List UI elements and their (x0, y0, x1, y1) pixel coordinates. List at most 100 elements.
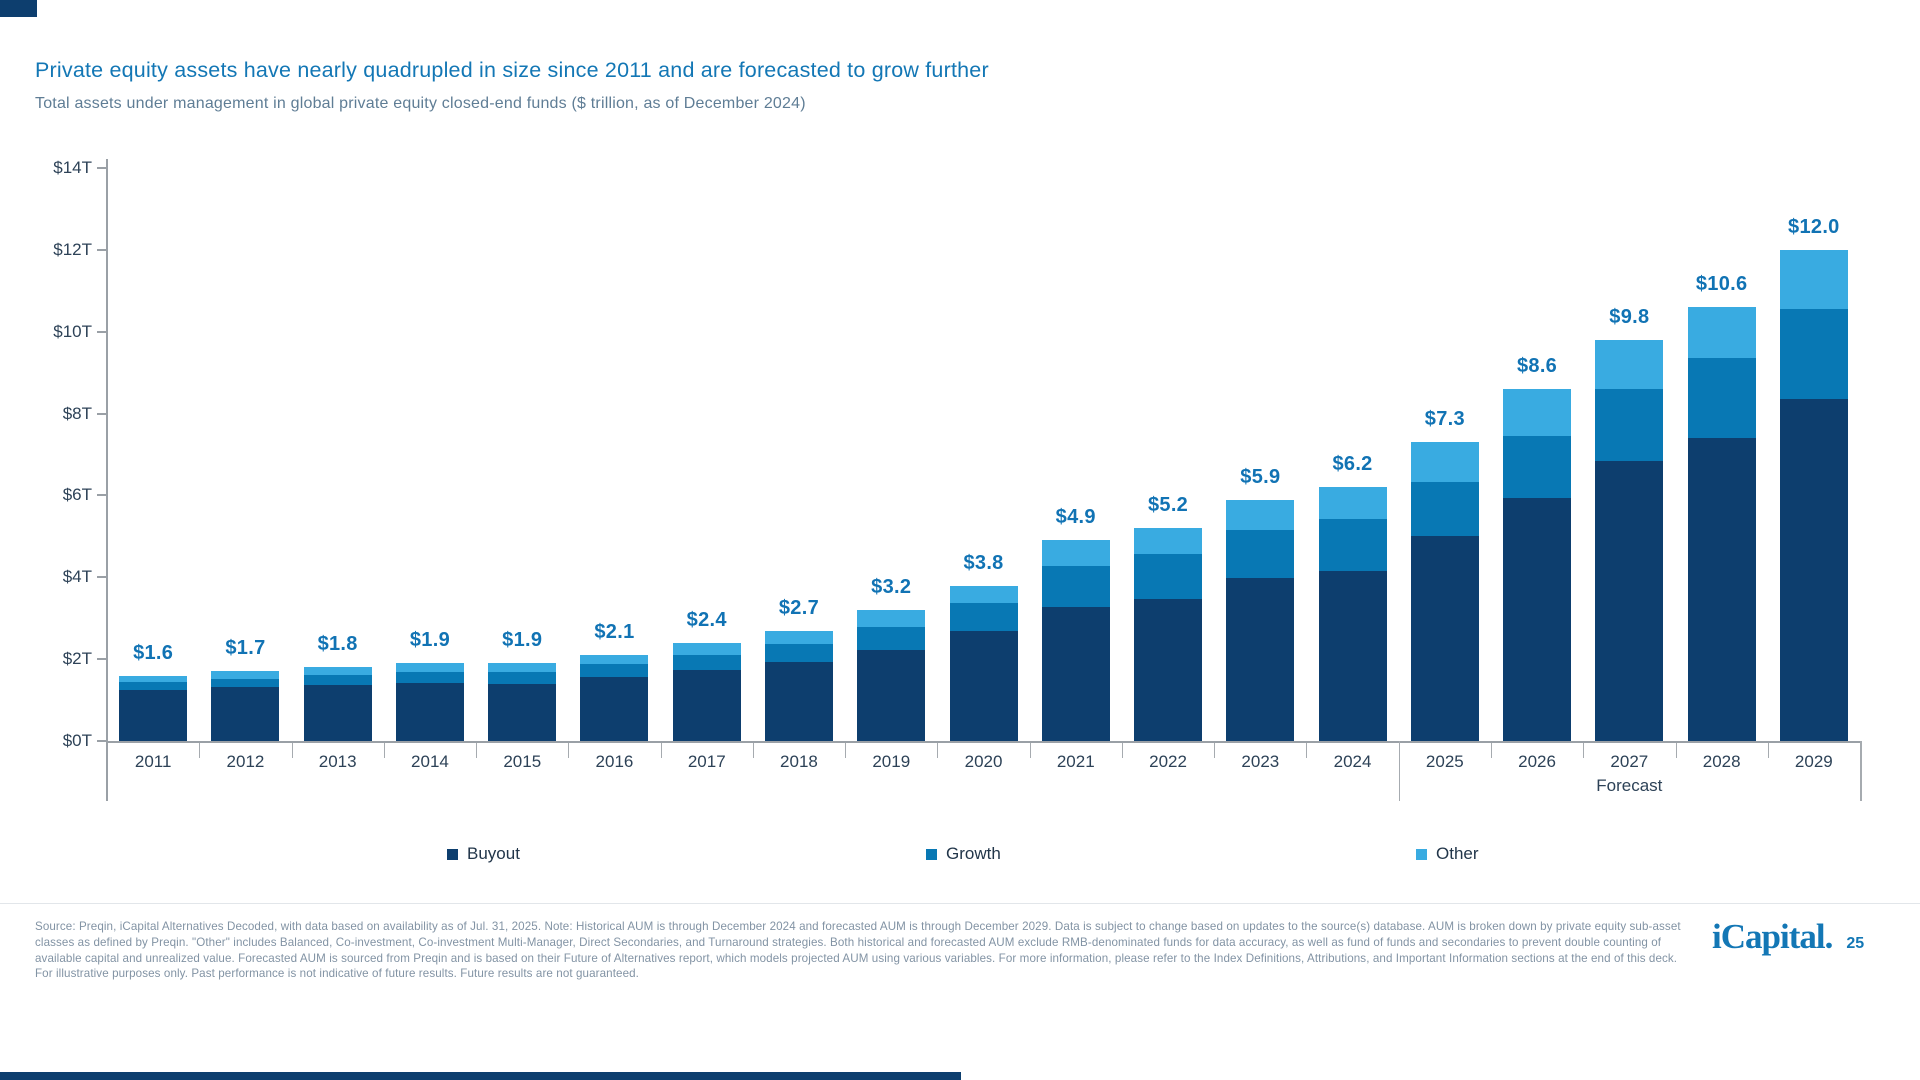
legend-swatch-growth (926, 848, 937, 860)
bar-segment-buyout (1687, 438, 1756, 741)
bar-segment-growth (857, 627, 926, 651)
bar-segment-buyout (1779, 399, 1848, 741)
bar-2012 (211, 671, 280, 741)
x-axis-label: 2028 (1702, 752, 1741, 771)
bottom-accent-bar (0, 1072, 961, 1080)
legend-item-other: Other (1416, 842, 1479, 866)
y-axis-tick-label: $14T (53, 157, 92, 177)
bar-segment-other (1041, 540, 1110, 566)
bar-segment-buyout (949, 631, 1018, 741)
bar-segment-growth (488, 672, 557, 684)
bar-segment-growth (1503, 436, 1572, 499)
bar-segment-growth (1226, 529, 1295, 578)
bar-segment-buyout (1318, 571, 1387, 741)
bar-2024 (1318, 487, 1387, 741)
bar-total-label: $2.7 (778, 596, 820, 619)
bar-segment-other (1134, 528, 1202, 555)
bar-segment-growth (765, 644, 833, 663)
y-axis-tick (97, 494, 106, 497)
x-axis-separator (1029, 743, 1031, 758)
y-axis-line (106, 159, 108, 801)
legend-item-growth: Growth (926, 842, 1001, 866)
bar-total-label: $5.9 (1240, 465, 1281, 488)
x-axis-separator (845, 743, 847, 758)
bar-2029 (1779, 249, 1848, 741)
bar-segment-growth (303, 675, 372, 685)
bar-segment-buyout (1041, 607, 1110, 741)
bar-2027 (1595, 339, 1664, 741)
y-axis-tick (97, 166, 106, 169)
y-axis-tick (97, 576, 106, 579)
forecast-bracket-left (1398, 741, 1401, 801)
y-axis-tick-label: $4T (62, 567, 92, 587)
bar-total-label: $7.3 (1424, 408, 1465, 431)
bar-segment-other (857, 610, 926, 628)
bar-segment-other (211, 671, 280, 679)
page-number: 25 (1846, 935, 1865, 952)
bar-total-label: $5.2 (1147, 494, 1189, 517)
source-disclaimer-text: Source: Preqin, iCapital Alternatives De… (35, 920, 1681, 981)
x-axis-label: 2017 (687, 752, 726, 771)
bar-segment-buyout (1595, 460, 1664, 741)
x-axis-label: 2025 (1425, 752, 1464, 771)
x-axis-line (106, 741, 1861, 743)
bar-2020 (949, 585, 1018, 741)
bar-segment-buyout (857, 650, 926, 741)
bar-2014 (395, 663, 464, 741)
page-subtitle: Total assets under management in global … (35, 95, 806, 112)
x-axis-label: 2029 (1794, 752, 1833, 771)
x-axis-label: 2021 (1056, 752, 1095, 771)
y-axis-tick (97, 330, 106, 333)
x-axis-separator (476, 743, 478, 758)
x-axis-separator (199, 743, 201, 758)
bar-segment-other (580, 655, 649, 665)
legend-swatch-buyout (447, 848, 458, 860)
bar-segment-buyout (395, 682, 464, 741)
x-axis-separator (752, 743, 754, 758)
bar-segment-other (1595, 339, 1664, 389)
legend-item-buyout: Buyout (447, 842, 520, 866)
x-axis-label: 2011 (134, 752, 172, 771)
icapital-logo: iCapital. 25 (1712, 917, 1864, 957)
x-axis-separator (1490, 743, 1492, 758)
icapital-wordmark: iCapital. (1712, 917, 1833, 956)
bar-segment-buyout (1410, 536, 1479, 741)
bar-segment-other (1410, 442, 1479, 483)
x-axis-label: 2023 (1241, 752, 1280, 771)
bar-segment-buyout (211, 687, 280, 741)
bar-segment-buyout (672, 670, 741, 741)
y-axis-tick-label: $12T (53, 239, 92, 259)
bar-segment-other (1687, 307, 1756, 359)
x-axis-label: 2022 (1149, 752, 1187, 771)
bar-2026 (1503, 389, 1572, 741)
y-axis-tick-label: $0T (62, 731, 92, 750)
x-axis-label: 2014 (411, 752, 449, 771)
y-axis-tick (97, 658, 106, 661)
x-axis-separator (1767, 743, 1769, 758)
bar-segment-other (1503, 389, 1572, 437)
bar-segment-growth (1041, 565, 1110, 608)
x-axis-separator (1675, 743, 1677, 758)
y-axis-tick-label: $6T (62, 485, 92, 505)
forecast-bracket-right (1860, 741, 1862, 801)
bar-segment-growth (1687, 358, 1756, 439)
x-axis-separator (383, 743, 385, 758)
legend-swatch-other (1416, 848, 1427, 860)
bar-2022 (1134, 528, 1202, 741)
x-axis-separator (1121, 743, 1123, 758)
x-axis-separator (1214, 743, 1216, 758)
bar-total-label: $9.8 (1609, 305, 1650, 328)
x-axis-separator (1583, 743, 1585, 758)
bar-total-label: $2.4 (686, 608, 727, 631)
x-axis-label: 2020 (964, 752, 1003, 771)
bar-total-label: $10.6 (1695, 273, 1748, 296)
x-axis-separator (1306, 743, 1308, 758)
y-axis-tick-label: $8T (62, 403, 92, 423)
bar-segment-growth (1595, 388, 1664, 461)
bar-segment-buyout (119, 689, 188, 741)
y-axis-tick-label: $10T (53, 321, 92, 341)
bar-segment-other (1318, 487, 1387, 520)
x-axis-label: 2027 (1610, 752, 1649, 771)
bar-total-label: $12.0 (1788, 215, 1840, 238)
